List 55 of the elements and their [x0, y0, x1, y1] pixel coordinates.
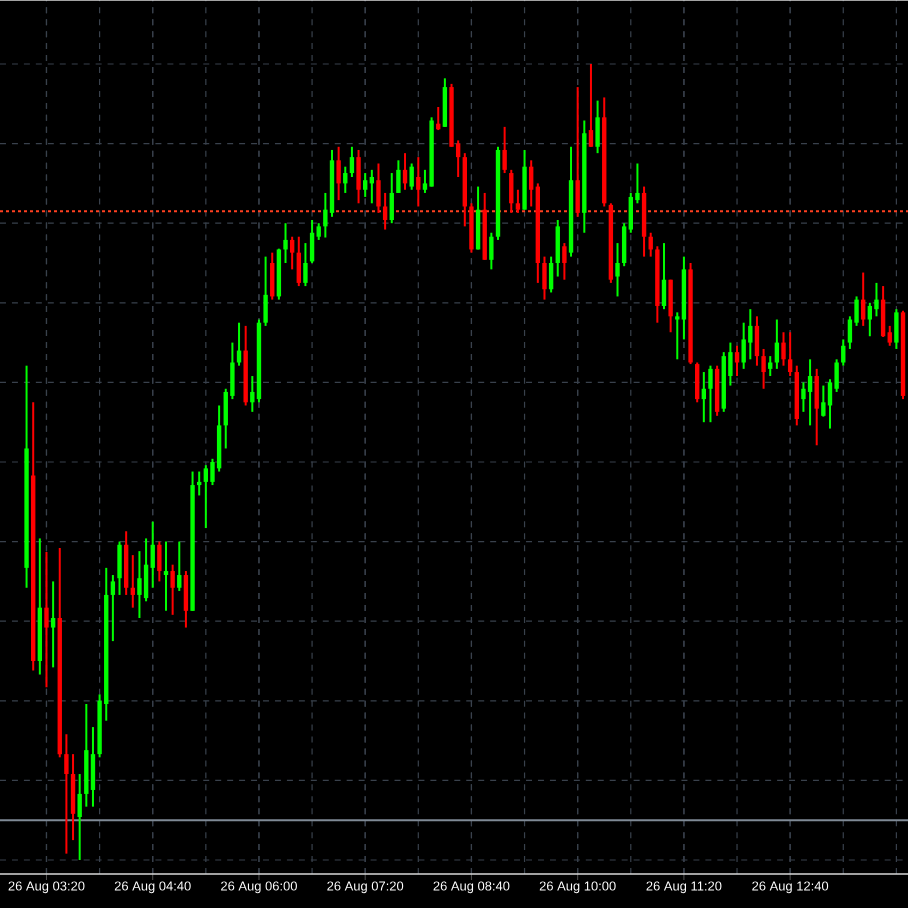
candlestick	[409, 162, 414, 191]
candlestick	[562, 242, 567, 281]
candlestick	[861, 271, 866, 327]
candlestick	[515, 188, 521, 214]
candlestick	[595, 99, 600, 155]
candlestick	[296, 235, 301, 288]
candlestick	[734, 344, 740, 378]
candlestick	[575, 86, 580, 218]
candlestick	[502, 125, 507, 175]
candlestick	[356, 148, 361, 205]
candlestick	[714, 364, 720, 417]
candlestick	[661, 242, 667, 311]
candlestick	[814, 367, 819, 447]
candlestick	[177, 540, 182, 592]
candlestick	[276, 247, 282, 301]
candlestick	[137, 550, 142, 620]
candlestick	[143, 537, 149, 603]
candlestick	[389, 172, 394, 225]
candlestick	[787, 331, 793, 378]
candlestick	[588, 62, 594, 148]
candlestick	[748, 308, 753, 361]
candlestick	[894, 308, 899, 350]
candlestick	[183, 570, 189, 629]
candlestick	[475, 185, 481, 251]
candlestick	[708, 364, 713, 424]
candlestick	[130, 554, 135, 609]
candlestick	[794, 364, 799, 427]
candlestick	[548, 255, 554, 294]
candlestick	[442, 77, 448, 128]
candlestick	[44, 550, 49, 689]
candlestick	[807, 358, 813, 427]
candlestick	[416, 156, 421, 208]
candlestick	[157, 540, 162, 583]
candlestick	[170, 563, 175, 616]
candlestick	[50, 580, 56, 669]
candlestick	[555, 219, 560, 278]
candlestick	[509, 168, 514, 214]
candlestick	[303, 242, 308, 288]
candlestick	[522, 148, 527, 211]
candlestick	[283, 222, 288, 264]
candlestick	[203, 464, 209, 530]
candlestick	[695, 361, 700, 404]
candlestick	[163, 540, 169, 612]
candlestick	[641, 185, 647, 258]
candlestick	[754, 315, 760, 367]
candlestick	[774, 318, 780, 370]
candlestick	[289, 235, 295, 271]
candlestick	[880, 285, 886, 339]
candlestick	[123, 530, 129, 596]
candlestick	[668, 278, 673, 334]
candlestick	[363, 172, 368, 198]
candlestick	[70, 753, 76, 842]
candlestick	[270, 251, 275, 301]
candlestick	[349, 145, 355, 179]
candlestick	[336, 145, 341, 202]
